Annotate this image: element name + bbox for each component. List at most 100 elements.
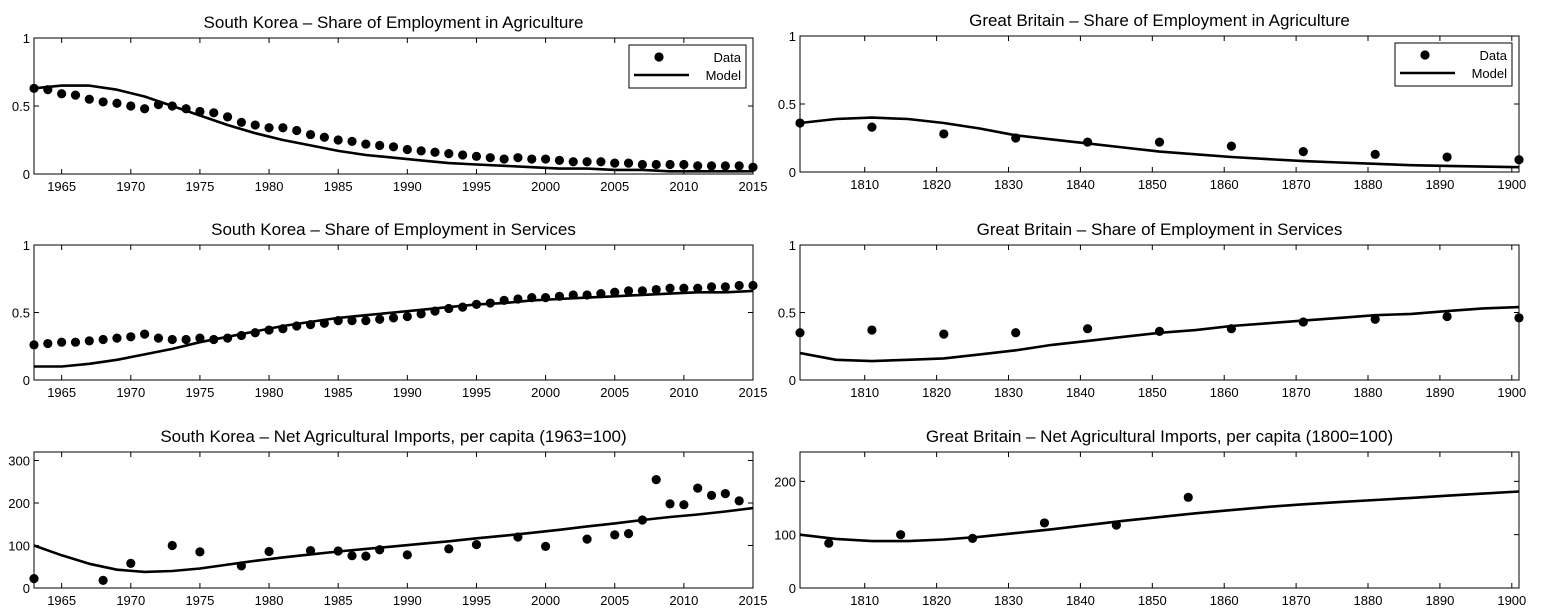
x-tick-label: 1890	[1425, 385, 1454, 400]
plot-area-frame	[799, 451, 1520, 589]
data-point	[734, 496, 744, 506]
data-point	[720, 282, 730, 292]
data-point	[264, 546, 274, 557]
legend: Data Model	[1394, 42, 1513, 87]
data-point	[499, 154, 509, 164]
data-point	[361, 551, 371, 561]
data-point	[527, 154, 537, 164]
data-point	[623, 286, 634, 296]
data-point	[181, 334, 191, 345]
x-tick-label: 1830	[994, 177, 1023, 192]
x-tick-label: 1870	[1282, 385, 1311, 400]
y-tick-label: 0.5	[778, 97, 796, 112]
x-tick-label: 1850	[1138, 593, 1167, 608]
data-point	[679, 500, 689, 510]
data-point	[939, 129, 949, 139]
y-tick-label: 0	[789, 581, 796, 596]
data-point	[939, 329, 949, 339]
data-point	[1183, 492, 1193, 502]
x-tick-label: 1860	[1210, 593, 1239, 608]
data-point	[264, 123, 274, 133]
data-point	[84, 336, 94, 346]
x-tick-label: 1980	[255, 593, 284, 608]
x-tick-label: 1840	[1066, 593, 1095, 608]
series-line-model	[34, 84, 753, 173]
data-point	[195, 547, 205, 557]
x-tick-label: 2000	[531, 593, 560, 608]
chart-title: South Korea – Share of Employment in Agr…	[204, 13, 584, 32]
chart-panel-1: South Korea – Share of Employment in Agr…	[12, 13, 768, 194]
data-point	[361, 139, 371, 149]
y-tick-label: 1	[789, 29, 796, 44]
y-tick-label: 0.5	[12, 306, 30, 321]
data-point	[651, 284, 661, 295]
data-point	[333, 135, 343, 145]
data-point	[292, 125, 302, 136]
data-point	[70, 337, 81, 347]
x-tick-label: 1870	[1282, 593, 1311, 608]
x-tick-label: 2010	[669, 179, 698, 194]
data-point	[236, 117, 247, 127]
chart-panel-6: Great Britain – Net Agricultural Imports…	[774, 427, 1526, 608]
data-point	[693, 483, 703, 493]
x-tick-label: 1870	[1282, 177, 1311, 192]
x-tick-label: 1810	[850, 385, 879, 400]
y-tick-label: 0	[23, 167, 30, 182]
data-point	[402, 311, 412, 322]
data-point	[1039, 518, 1050, 528]
data-point	[582, 534, 592, 544]
data-point	[706, 490, 717, 500]
data-point	[347, 551, 357, 561]
x-tick-label: 2010	[669, 385, 698, 400]
data-point	[430, 147, 440, 157]
data-point	[637, 159, 647, 170]
data-point	[824, 538, 834, 548]
data-point	[209, 108, 219, 118]
data-point	[57, 337, 67, 347]
data-point	[1011, 328, 1021, 338]
x-tick-label: 1820	[922, 177, 951, 192]
legend-label-model: Model	[706, 68, 742, 83]
y-tick-label: 300	[8, 454, 30, 469]
x-tick-label: 1975	[185, 593, 214, 608]
data-point	[1442, 311, 1452, 322]
legend-label-data: Data	[714, 50, 742, 65]
data-point	[1298, 147, 1308, 157]
data-point	[140, 329, 150, 339]
data-point	[513, 153, 523, 163]
data-point	[112, 98, 122, 108]
x-tick-label: 1900	[1497, 593, 1526, 608]
data-point	[471, 151, 482, 161]
data-point	[610, 530, 620, 540]
x-tick-label: 1840	[1066, 385, 1095, 400]
data-point	[1083, 324, 1093, 334]
data-point	[43, 338, 53, 349]
data-point	[416, 146, 426, 156]
legend-marker-data	[1420, 50, 1430, 60]
x-tick-label: 1820	[922, 385, 951, 400]
y-tick-label: 0	[789, 165, 796, 180]
data-point	[70, 90, 81, 100]
chart-panel-5: South Korea – Net Agricultural Imports, …	[8, 427, 767, 608]
plot-area-frame	[33, 37, 754, 175]
data-point	[167, 540, 177, 551]
x-tick-label: 1850	[1138, 385, 1167, 400]
data-point	[471, 540, 482, 550]
y-tick-label: 100	[8, 539, 30, 554]
data-point	[651, 475, 661, 485]
data-point	[167, 334, 177, 345]
data-point	[305, 129, 316, 140]
data-point	[402, 144, 412, 155]
data-point	[126, 332, 136, 342]
series-line-model	[34, 289, 753, 368]
data-point	[693, 283, 703, 293]
data-point	[596, 157, 606, 167]
data-point	[84, 94, 94, 104]
series-line-model	[800, 490, 1519, 543]
data-point	[250, 120, 260, 130]
y-tick-label: 200	[8, 496, 30, 511]
y-tick-label: 1	[23, 31, 30, 46]
legend-label-data: Data	[1480, 48, 1508, 63]
data-point	[540, 541, 551, 551]
series-line-model	[800, 116, 1519, 169]
